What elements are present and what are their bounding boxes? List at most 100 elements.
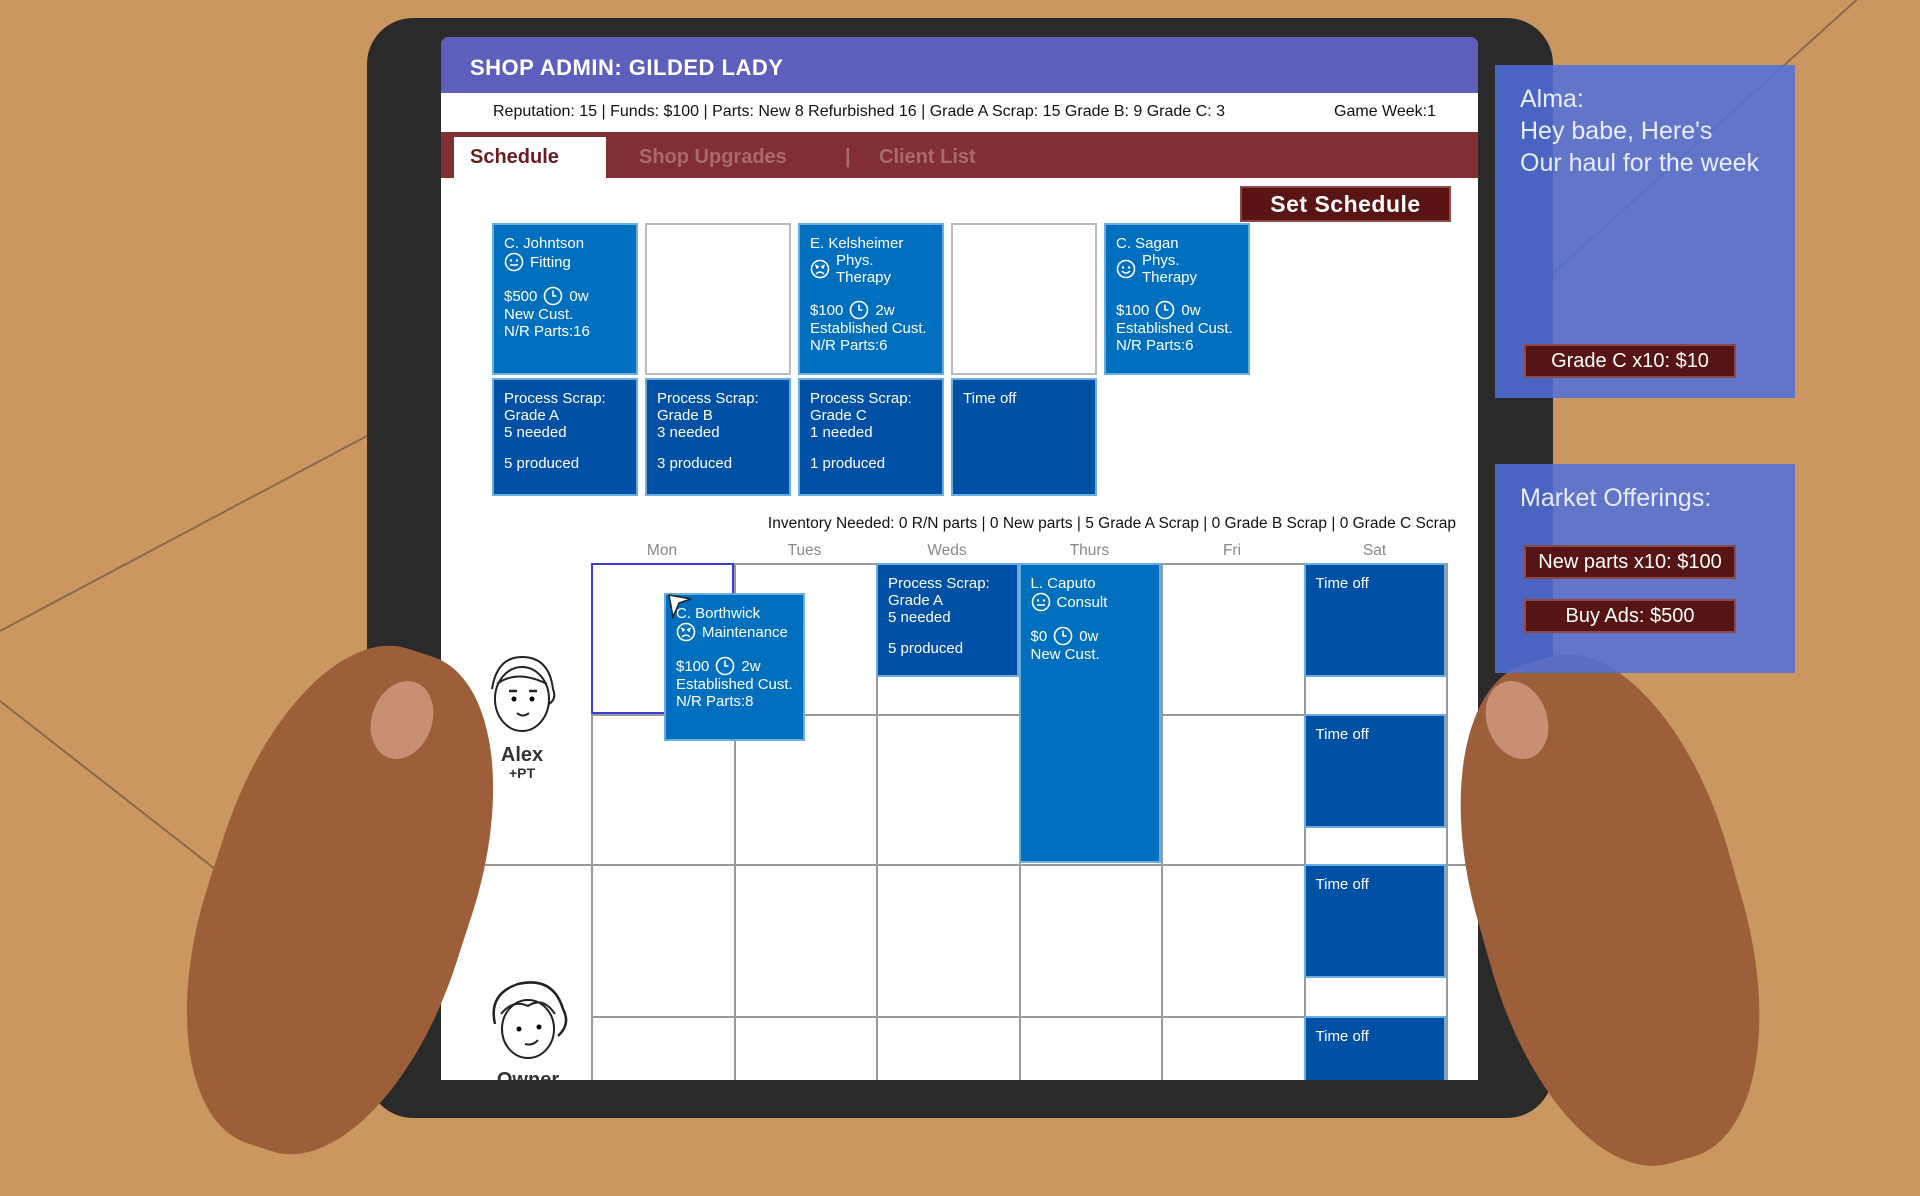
client-card[interactable]: E. Kelsheimer Phys. Therapy $100 2w Establish… (798, 223, 944, 375)
clock-icon (543, 286, 563, 306)
angry-face-icon (676, 622, 696, 642)
empty-slot[interactable] (951, 223, 1097, 375)
task-line: 5 needed (888, 609, 951, 626)
service-line: Therapy (836, 269, 892, 286)
happy-face-icon (1116, 259, 1136, 279)
clock-icon (849, 300, 869, 320)
wait-time: 0w (1079, 627, 1099, 645)
tab-separator: | (845, 146, 851, 168)
time-off-card[interactable]: Time off (1303, 714, 1446, 828)
market-panel: Market Offerings: New parts x10: $100 Bu… (1495, 464, 1795, 673)
customer-type: New Cust. (504, 306, 574, 323)
client-name: C. Johntson (504, 235, 585, 252)
task-result: 1 produced (810, 455, 886, 472)
price: $500 (504, 287, 538, 305)
task-line: Grade B (657, 407, 713, 424)
buy-ads-button[interactable]: Buy Ads: $500 (1524, 599, 1736, 633)
customer-type: New Cust. (1030, 646, 1100, 663)
wait-time: 0w (1181, 301, 1201, 319)
spacer (676, 642, 793, 656)
service-label: Fitting (530, 254, 571, 271)
parts-needed: N/R Parts:6 (810, 337, 888, 354)
client-name: E. Kelsheimer (810, 235, 904, 252)
service-row: Fitting (504, 252, 626, 272)
set-schedule-button[interactable]: Set Schedule (1240, 186, 1451, 222)
dragged-client-card[interactable]: C. Borthwick Maintenance $100 2w Established… (664, 593, 805, 741)
mouse-cursor-icon (667, 593, 693, 624)
day-label-tues: Tues (787, 542, 822, 559)
service-line: Phys. (1142, 252, 1180, 269)
grid-line (591, 563, 593, 1080)
task-line: Time off (1315, 876, 1369, 893)
clock-icon (715, 656, 735, 676)
task-result: 5 produced (888, 640, 964, 657)
price: $100 (676, 657, 710, 675)
parts-needed: N/R Parts:6 (1116, 337, 1194, 354)
spacer (1116, 286, 1238, 300)
buy-new-parts-button[interactable]: New parts x10: $100 (1524, 545, 1736, 579)
client-name: C. Borthwick (676, 605, 761, 622)
time-off-card[interactable]: Time off (1303, 1016, 1446, 1080)
task-line: Process Scrap: (657, 390, 759, 407)
employee-name: Alex (500, 744, 544, 766)
service-row: Consult (1031, 592, 1150, 612)
client-card[interactable]: L. Caputo Consult $0 0w New Cust. (1018, 563, 1161, 863)
employee-skill: +PT (508, 765, 536, 781)
employee-owner[interactable]: Owner+Salvage (478, 974, 578, 1080)
customer-type: Established Cust. (810, 320, 927, 337)
tab-shop-upgrades[interactable]: Shop Upgrades (639, 146, 787, 168)
wait-time: 2w (741, 657, 761, 675)
task-line: Grade C (810, 407, 867, 424)
day-label-mon: Mon (646, 542, 678, 559)
shop-admin-screen: SHOP ADMIN: GILDED LADY Reputation: 15 |… (441, 37, 1478, 1080)
grid-line (591, 1016, 1446, 1018)
time-off-card[interactable]: Time off (1303, 563, 1446, 677)
price-time-row: $100 0w (1116, 300, 1238, 320)
price-time-row: $100 2w (810, 300, 932, 320)
neutral-face-icon (1031, 592, 1051, 612)
wait-time: 0w (569, 287, 589, 305)
service-line: Therapy (1142, 269, 1198, 286)
customer-type: Established Cust. (676, 676, 793, 693)
tab-client-list[interactable]: Client List (879, 146, 976, 168)
time-off-card[interactable]: Time off (1303, 864, 1446, 978)
task-line: Grade A (504, 407, 560, 424)
grid-line (733, 563, 736, 1080)
task-line: Process Scrap: (810, 390, 912, 407)
parts-needed: N/R Parts:16 (504, 323, 590, 340)
service-line: Phys. (836, 252, 874, 269)
tab-bar: Schedule Shop Upgrades | Client List (441, 132, 1478, 178)
task-card[interactable]: Time off (951, 378, 1097, 496)
price-time-row: $0 0w (1031, 626, 1150, 646)
avatar (472, 649, 572, 744)
tab-schedule[interactable]: Schedule (454, 137, 606, 178)
service-label: Consult (1057, 594, 1108, 611)
day-label-fri: Fri (1222, 542, 1242, 559)
task-line: Process Scrap: (504, 390, 606, 407)
client-card[interactable]: C. Johntson Fitting $500 0w New Cust. N/R Par… (492, 223, 638, 375)
employee-name: Owner (496, 1069, 560, 1080)
spacer (504, 441, 626, 455)
service-line: Fitting (530, 253, 571, 271)
buy-grade-c-button[interactable]: Grade C x10: $10 (1524, 344, 1736, 378)
day-label-weds: Weds (927, 542, 967, 559)
task-result: 3 produced (657, 455, 733, 472)
spacer (1031, 612, 1150, 626)
employee-alex[interactable]: Alex +PT (472, 649, 572, 781)
day-label-thurs: Thurs (1069, 542, 1110, 559)
window-title: SHOP ADMIN: GILDED LADY (441, 37, 1478, 93)
client-card[interactable]: C. Sagan Phys. Therapy $100 0w Established Cu… (1104, 223, 1250, 375)
spacer (657, 441, 779, 455)
grid-line (1161, 563, 1163, 1080)
spacer (810, 286, 932, 300)
parts-needed: N/R Parts:8 (676, 693, 754, 710)
market-title: Market Offerings: (1520, 484, 1712, 512)
task-line: Time off (1315, 1028, 1369, 1045)
empty-slot[interactable] (645, 223, 791, 375)
service-row: Phys. Therapy (810, 252, 932, 286)
grid-line (1446, 563, 1448, 1080)
